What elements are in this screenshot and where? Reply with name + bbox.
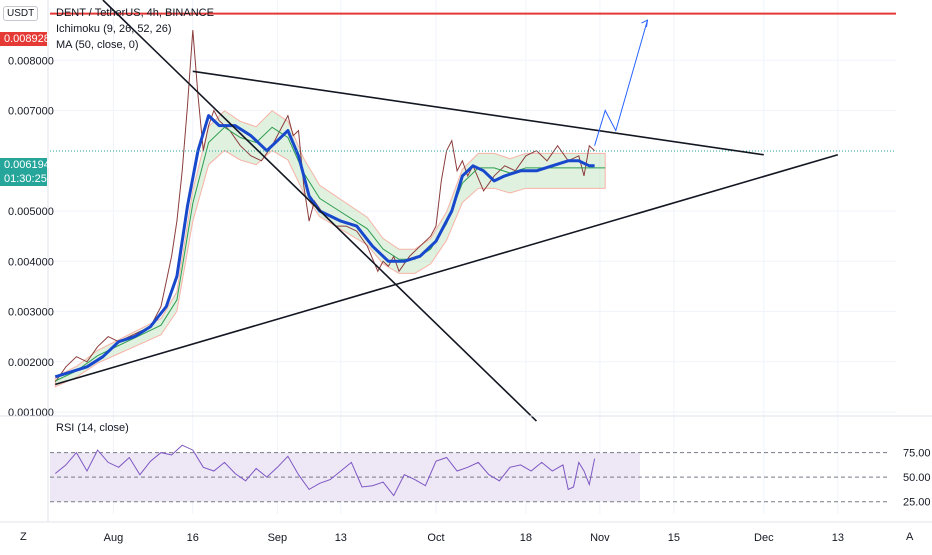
series-lines bbox=[54, 30, 606, 383]
falling-trendline bbox=[102, 0, 538, 422]
rsi-level-label: 25.00 bbox=[903, 497, 931, 509]
y-tick-label: 0.003000 bbox=[8, 307, 54, 319]
x-tick-label: 18 bbox=[520, 532, 532, 544]
x-tick-label: Nov bbox=[590, 532, 610, 544]
grid bbox=[50, 0, 896, 514]
y-tick-label: 0.008000 bbox=[8, 55, 54, 67]
ichimoku-cloud bbox=[54, 110, 606, 388]
triangle-top-trendline bbox=[192, 70, 764, 156]
ichimoku-legend[interactable]: Ichimoku (9, 26, 52, 26) bbox=[56, 23, 172, 35]
projection-arrowhead bbox=[641, 19, 649, 28]
currency-badge[interactable]: USDT bbox=[3, 6, 39, 21]
y-tick-label: 0.007000 bbox=[8, 106, 54, 118]
x-tick-label: 15 bbox=[668, 532, 680, 544]
auto-scale-icon[interactable]: A bbox=[906, 531, 914, 543]
ma-legend[interactable]: MA (50, close, 0) bbox=[56, 39, 139, 51]
x-tick-label: 13 bbox=[832, 532, 844, 544]
chart-legend: DENT / TetherUS, 4h, BINANCE Ichimoku (9… bbox=[56, 5, 214, 53]
triangle-bottom-trendline bbox=[55, 153, 839, 386]
y-tick-label: 0.002000 bbox=[8, 357, 54, 369]
y-tick-label: 0.005000 bbox=[8, 206, 54, 218]
projection-arrow bbox=[594, 19, 648, 146]
y-tick-label: 0.001000 bbox=[8, 407, 54, 419]
timezone-icon[interactable]: Z bbox=[20, 531, 27, 543]
x-tick-label: Dec bbox=[754, 532, 774, 544]
countdown-tag: 01:30:25 bbox=[0, 172, 47, 186]
drawing-overlays[interactable] bbox=[50, 0, 896, 422]
rsi-legend[interactable]: RSI (14, close) bbox=[56, 422, 129, 434]
y-tick-label: 0.004000 bbox=[8, 256, 54, 268]
rsi-level-label: 50.00 bbox=[903, 472, 931, 484]
ichimoku-cloud-band bbox=[54, 110, 606, 388]
rsi-line bbox=[54, 444, 596, 497]
last-price-tag: 0.006194 bbox=[0, 158, 50, 172]
x-tick-label: Aug bbox=[104, 532, 124, 544]
symbol-title[interactable]: DENT / TetherUS, 4h, BINANCE bbox=[56, 7, 214, 19]
x-tick-label: Sep bbox=[268, 532, 288, 544]
ma-50-line bbox=[54, 114, 595, 379]
rsi-level-label: 75.00 bbox=[903, 448, 931, 460]
rsi-pane bbox=[50, 444, 890, 503]
x-tick-label: 13 bbox=[335, 532, 347, 544]
x-tick-label: Oct bbox=[427, 532, 444, 544]
resistance-price-tag: 0.008928 bbox=[0, 32, 50, 46]
x-tick-label: 16 bbox=[187, 532, 199, 544]
